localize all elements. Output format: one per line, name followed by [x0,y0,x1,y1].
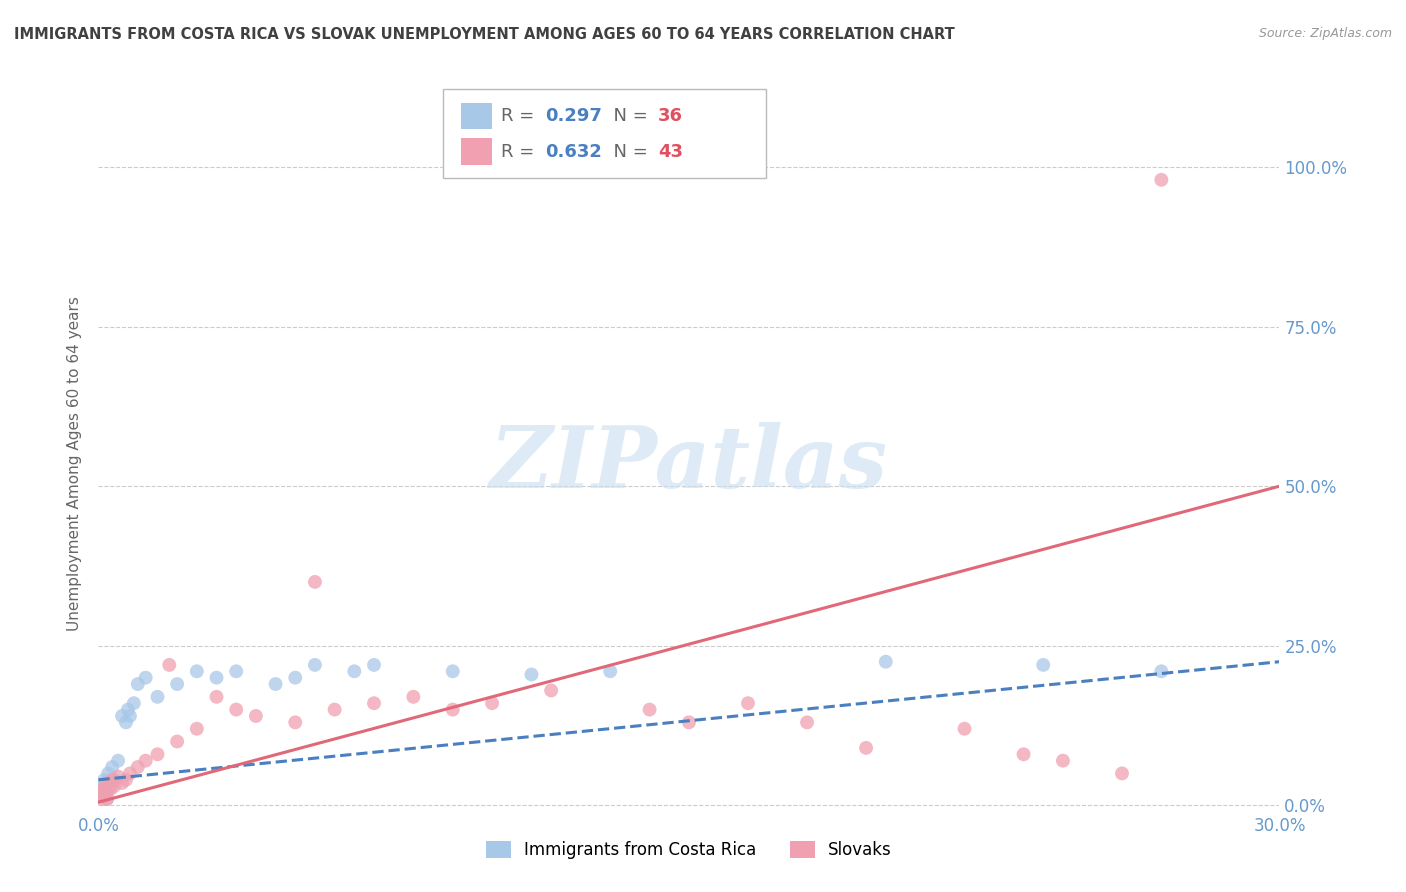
Point [520,667,543,681]
Point [875,655,897,669]
Point [94,779,117,793]
Point [96,792,118,806]
Point [127,760,149,774]
Point [441,703,464,717]
Point [89,786,111,800]
Point [284,671,307,685]
Point [1150,665,1173,679]
Point [166,677,188,691]
Point [186,665,208,679]
Point [122,696,145,710]
Text: R =: R = [501,143,540,161]
Point [737,696,759,710]
Point [1052,754,1074,768]
Point [264,677,287,691]
Point [638,703,661,717]
Point [91,782,114,797]
Point [115,772,138,787]
Point [97,776,120,790]
Point [323,703,346,717]
Point [127,677,149,691]
Point [1032,657,1054,672]
Point [118,766,141,780]
Point [103,779,125,793]
Point [146,690,169,704]
Point [205,671,228,685]
Point [284,715,307,730]
Point [855,740,877,755]
Point [96,792,118,806]
Point [678,715,700,730]
Point [796,715,818,730]
Text: N =: N = [602,107,654,125]
Point [107,754,129,768]
Point [111,776,134,790]
Text: 0.632: 0.632 [546,143,602,161]
Point [363,657,385,672]
Point [107,770,129,784]
Point [186,722,208,736]
Point [304,657,326,672]
Point [91,782,114,797]
Point [1012,747,1035,762]
Point [91,792,114,806]
Point [225,665,247,679]
Point [89,789,111,803]
Point [1150,173,1173,187]
Point [363,696,385,710]
Point [166,734,188,748]
Point [1111,766,1133,780]
Text: Source: ZipAtlas.com: Source: ZipAtlas.com [1258,27,1392,40]
Text: 36: 36 [658,107,683,125]
Point [94,776,117,790]
Point [146,747,169,762]
Legend: Immigrants from Costa Rica, Slovaks: Immigrants from Costa Rica, Slovaks [479,835,898,866]
Point [96,786,118,800]
Point [540,683,562,698]
Point [103,772,125,787]
Point [98,779,121,793]
Point [135,754,157,768]
Point [101,760,124,774]
Point [205,690,228,704]
Point [117,703,139,717]
Point [225,703,247,717]
Point [118,709,141,723]
Point [157,657,180,672]
Text: R =: R = [501,107,540,125]
Point [343,665,366,679]
Point [93,772,115,787]
Point [93,789,115,803]
Point [101,772,124,787]
Text: IMMIGRANTS FROM COSTA RICA VS SLOVAK UNEMPLOYMENT AMONG AGES 60 TO 64 YEARS CORR: IMMIGRANTS FROM COSTA RICA VS SLOVAK UNE… [14,27,955,42]
Point [96,786,118,800]
Text: N =: N = [602,143,654,161]
Point [91,789,114,803]
Point [111,709,134,723]
Point [90,779,112,793]
Point [135,671,157,685]
Point [98,782,121,797]
Point [245,709,267,723]
Text: 0.297: 0.297 [546,107,602,125]
Point [97,766,120,780]
Point [402,690,425,704]
Point [599,665,621,679]
Text: 43: 43 [658,143,683,161]
Point [441,665,464,679]
Point [953,722,976,736]
Point [115,715,138,730]
Point [90,786,112,800]
Point [304,574,326,589]
Text: ZIPatlas: ZIPatlas [489,422,889,506]
Y-axis label: Unemployment Among Ages 60 to 64 years: Unemployment Among Ages 60 to 64 years [67,296,83,632]
Point [481,696,503,710]
